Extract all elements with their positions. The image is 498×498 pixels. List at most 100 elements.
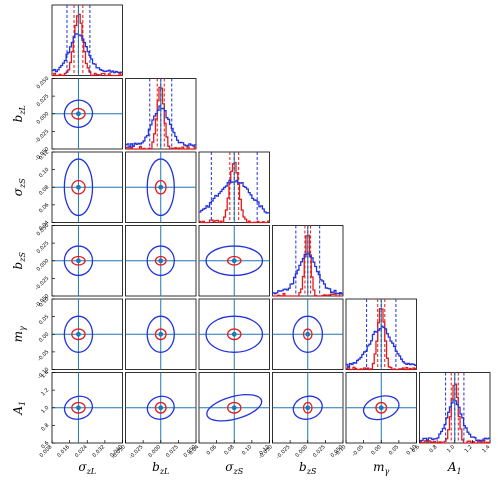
xaxis-label-3: bzS	[299, 460, 317, 476]
contour-1-3-0	[63, 245, 94, 277]
xtick-label-1-1: -0.025	[128, 444, 144, 460]
xtick-label-4-3: 0.05	[388, 444, 400, 456]
xtick-label-1-3: 0.025	[165, 444, 180, 459]
panel-4-3	[272, 298, 344, 370]
xaxis-label-1: bzL	[152, 460, 169, 476]
xtick-label-3-1: -0.025	[275, 444, 291, 460]
xtick-label-4-2: 0.00	[370, 444, 382, 456]
xtick-label-3-3: 0.025	[312, 444, 327, 459]
contour-0-4-3	[302, 328, 313, 341]
truth-marker-4-1	[158, 331, 164, 337]
panel-1-1	[125, 78, 197, 150]
xtick-label-5-2: 1.0	[446, 444, 456, 454]
contour-0-5-2	[226, 401, 242, 414]
contour-1-5-3	[292, 395, 323, 420]
xtick-label-4-0: -0.10	[334, 444, 348, 458]
ytick-label-5-0: 0.6	[40, 440, 50, 450]
panel-3-2	[198, 225, 270, 297]
truth-marker-5-0	[76, 405, 81, 411]
xaxis-label-5: A1	[447, 460, 462, 476]
contour-1-4-0	[63, 315, 94, 353]
xtick-label-2-3: 0.10	[241, 444, 253, 456]
xaxis-label-4: mγ	[373, 460, 389, 476]
ytick-label-3-4: 0.050	[36, 223, 51, 238]
ytick-label-4-1: -0.05	[37, 349, 51, 363]
xtick-label-0-2: 0.024	[74, 444, 89, 459]
contour-0-2-1	[154, 179, 167, 195]
ytick-label-5-1: 0.8	[40, 423, 50, 433]
xtick-label-5-4: 1.4	[481, 444, 492, 455]
xtick-label-2-2: 0.08	[223, 444, 235, 456]
xtick-label-0-1: 0.016	[56, 444, 71, 459]
xtick-label-5-1: 0.8	[428, 444, 438, 454]
contour-0-5-4	[375, 401, 388, 414]
contour-0-4-0	[71, 328, 86, 341]
truth-marker-5-4	[378, 405, 384, 411]
contour-0-3-1	[154, 255, 167, 266]
ytick-label-1-3: 0.025	[36, 93, 51, 108]
ytick-label-1-2: 0.000	[36, 111, 51, 126]
panel-5-0: 0.008 0.016 0.024 0.032 0.040σzL0.60.81.01.2…	[11, 369, 124, 476]
xaxis-label-0: σzL	[78, 460, 96, 476]
xtick-label-3-2: 0.000	[294, 444, 309, 459]
contour-0-3-2	[226, 255, 242, 266]
contour-0-3-0	[71, 255, 86, 266]
yaxis-label-5: A1	[11, 401, 27, 416]
contour-1-5-0	[63, 395, 94, 420]
contour-0-5-0	[71, 401, 86, 414]
contour-1-1-0	[63, 99, 94, 129]
yaxis-label-1: bzL	[11, 105, 27, 122]
yaxis-label-2: σzS	[11, 178, 27, 196]
ytick-label-3-2: 0.000	[36, 258, 51, 273]
xtick-label-4-1: -0.05	[351, 444, 365, 458]
ytick-label-1-4: 0.050	[36, 76, 51, 91]
contour-1-5-2	[206, 393, 263, 422]
contour-0-5-3	[302, 401, 313, 414]
contour-1-2-1	[146, 158, 175, 217]
histogram-0-3	[272, 234, 343, 297]
truth-marker-3-1	[158, 258, 164, 264]
ytick-label-5-3: 1.2	[40, 387, 50, 397]
panel-2-2	[198, 151, 270, 224]
contour-0-2-0	[71, 179, 86, 195]
contour-0-4-2	[226, 328, 242, 341]
ytick-label-3-1: -0.025	[34, 276, 50, 292]
panels-group: -0.050-0.0250.0000.0250.050bzL0.040.060.…	[11, 4, 492, 476]
truth-marker-4-3	[305, 331, 311, 337]
truth-marker-3-0	[76, 258, 81, 264]
truth-marker-3-2	[231, 258, 237, 264]
panel-5-5: 0.6 0.8 1.0 1.2 1.4 A1	[411, 372, 492, 476]
xtick-label-1-2: 0.000	[147, 444, 162, 459]
contour-0-4-1	[154, 328, 167, 341]
ytick-label-3-3: 0.025	[36, 240, 51, 255]
ytick-label-2-2: 0.08	[38, 184, 50, 196]
xtick-label-0-3: 0.032	[92, 444, 107, 459]
xaxis-label-2: σzS	[225, 460, 243, 476]
xtick-label-2-1: 0.06	[206, 444, 218, 456]
truth-marker-1-0	[76, 111, 81, 117]
truth-marker-5-2	[231, 405, 237, 411]
panel-2-1	[125, 151, 197, 223]
xtick-label-2-0: 0.04	[188, 444, 201, 457]
panel-4-2	[198, 298, 270, 370]
contour-1-4-3	[292, 315, 324, 353]
panel-4-4	[345, 298, 417, 371]
panel-0-0	[51, 4, 123, 77]
ytick-label-2-1: 0.06	[38, 202, 50, 214]
truth-marker-4-2	[231, 331, 237, 337]
panel-3-3	[272, 225, 344, 297]
contour-1-4-1	[146, 315, 175, 353]
yaxis-label-3: bzS	[11, 252, 27, 270]
contour-1-2-0	[63, 158, 94, 217]
truth-marker-5-3	[305, 405, 311, 411]
contour-1-5-4	[362, 395, 400, 421]
contour-0-5-1	[154, 401, 167, 414]
yaxis-label-4: mγ	[11, 326, 27, 342]
